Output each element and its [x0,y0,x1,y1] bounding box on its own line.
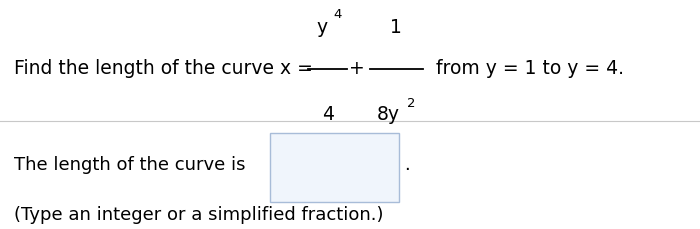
Text: 2: 2 [407,97,416,109]
FancyBboxPatch shape [270,133,399,202]
Text: 4: 4 [321,105,334,124]
Text: y: y [316,18,328,37]
Text: Find the length of the curve x =: Find the length of the curve x = [14,59,319,78]
Text: 4: 4 [333,8,342,21]
Text: The length of the curve is: The length of the curve is [14,156,246,174]
Text: (Type an integer or a simplified fraction.): (Type an integer or a simplified fractio… [14,206,384,224]
Text: 8y: 8y [377,105,399,124]
Text: 1: 1 [391,18,402,37]
Text: from y = 1 to y = 4.: from y = 1 to y = 4. [430,59,624,78]
Text: .: . [405,156,410,174]
Text: +: + [349,59,365,78]
